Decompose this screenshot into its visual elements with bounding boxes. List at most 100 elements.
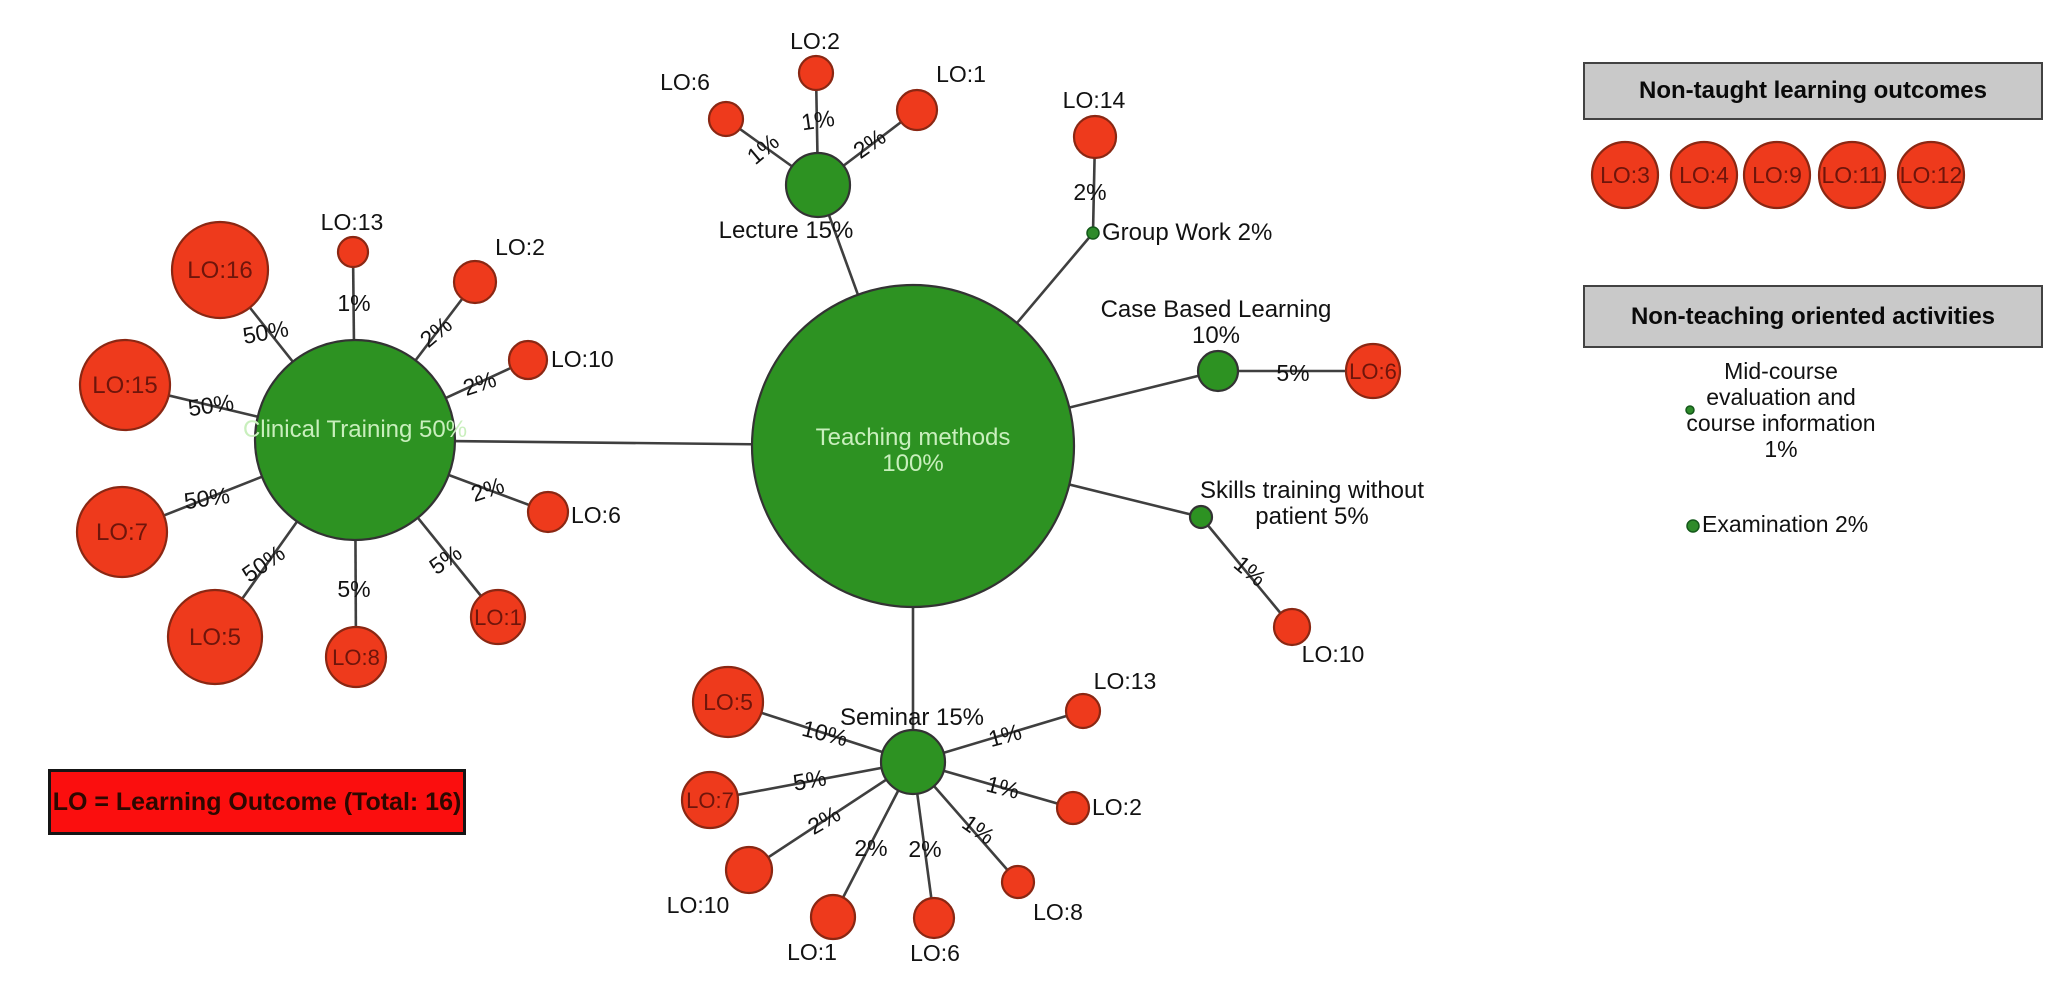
node-group-lo14 [1072,114,1118,160]
midcourse-line-3: course information [1686,410,1876,436]
label-nontaught-lo12: LO:12 [1900,162,1963,188]
node-seminar-lo1 [809,893,857,941]
node-case-lo6 [1344,342,1402,400]
non-taught-header: Non-taught learning outcomes [1583,62,2043,120]
node-seminar-lo6 [912,896,956,940]
edge-pct-case-based-learning--case-lo6: 5% [1276,360,1309,386]
label-clinical-lo15: LO:15 [92,372,157,399]
label-clinical-lo1: LO:1 [474,605,522,630]
node-group-work [1086,226,1100,240]
node-lecture-lo6 [707,100,745,138]
node-seminar-lo13 [1064,692,1102,730]
node-lecture-lo2 [797,54,835,92]
node-seminar-lo5 [691,665,765,739]
node-nontaught-lo11 [1817,140,1887,210]
label-group-lo14: LO:14 [1063,87,1126,113]
node-nontaught-lo12 [1896,140,1966,210]
label-seminar-lo1: LO:1 [787,939,837,965]
label-clinical-training: Clinical Training 50% [243,416,467,443]
label-seminar-lo7: LO:7 [686,788,734,813]
edge-pct-clinical-training--clinical-lo2: 2% [415,311,457,352]
node-clinical-lo2 [452,259,498,305]
edge-pct-seminar--seminar-lo1: 2% [854,835,887,861]
label-nontaught-lo4: LO:4 [1679,162,1729,188]
node-clinical-lo6 [526,490,570,534]
non-teaching-header: Non-teaching oriented activities [1583,285,2043,348]
edge-pct-clinical-training--clinical-lo1: 5% [424,539,466,579]
edge-pct-clinical-training--clinical-lo5: 50% [237,540,290,588]
node-clinical-lo5 [166,588,264,686]
edge-seminar--seminar-lo7 [709,760,914,802]
node-seminar [879,728,947,796]
edge-pct-seminar--seminar-lo13: 1% [986,718,1025,752]
label-nontaught-lo3: LO:3 [1600,162,1650,188]
edge-pct-clinical-training--clinical-lo15: 50% [186,389,235,421]
edge-pct-clinical-training--clinical-lo8: 5% [337,576,370,602]
node-clinical-lo8 [324,625,388,689]
node-skills-lo10 [1272,607,1312,647]
node-clinical-lo10 [507,339,549,381]
label-lecture: Lecture 15% [719,217,854,244]
label-lecture-lo1: LO:1 [936,61,986,87]
label-skills-lo10: LO:10 [1302,641,1365,667]
node-clinical-lo1 [469,588,527,646]
label-nontaught-lo9: LO:9 [1752,162,1802,188]
label-nontaught-lo11: LO:11 [1822,162,1883,188]
lo-legend-box: LO = Learning Outcome (Total: 16) [48,769,466,835]
label-teaching-methods: Teaching methods 100% [816,424,1011,477]
label-case-based-learning: Case Based Learning 10% [1101,296,1332,349]
node-seminar-lo8 [1000,864,1036,900]
node-clinical-lo7 [75,485,169,579]
label-lecture-lo2: LO:2 [790,28,840,54]
edge-pct-seminar--seminar-lo6: 2% [908,836,941,862]
label-seminar: Seminar 15% [840,704,984,731]
node-seminar-lo2 [1055,790,1091,826]
label-seminar-lo8: LO:8 [1033,899,1083,925]
label-group-work: Group Work 2% [1102,219,1272,246]
edge-pct-clinical-training--clinical-lo6: 2% [468,472,508,507]
label-clinical-lo10: LO:10 [551,346,614,372]
edge-pct-clinical-training--clinical-lo7: 50% [182,482,231,514]
edge-pct-seminar--seminar-lo7: 5% [791,764,828,795]
node-case-based-learning [1196,349,1240,393]
midcourse-line-2: evaluation and [1706,384,1856,410]
edge-pct-seminar--seminar-lo8: 1% [958,809,1000,849]
label-clinical-lo2: LO:2 [495,234,545,260]
label-seminar-lo5: LO:5 [703,689,753,715]
edge-pct-clinical-training--clinical-lo13: 1% [337,290,370,316]
edge-pct-seminar--seminar-lo10: 2% [803,801,845,840]
node-examination-dot [1686,519,1700,533]
node-lecture-lo1 [895,88,939,132]
midcourse-pct: 1% [1764,436,1798,462]
edge-pct-lecture--lecture-lo2: 1% [800,105,837,135]
label-clinical-lo13: LO:13 [321,209,384,235]
edge-skills-training--skills-lo10 [1199,516,1294,628]
label-clinical-lo16: LO:16 [187,257,252,284]
label-clinical-lo7: LO:7 [96,519,148,546]
label-lecture-lo6: LO:6 [660,69,710,95]
edge-pct-clinical-training--clinical-lo16: 50% [241,315,291,349]
edge-pct-skills-training--skills-lo10: 1% [1229,550,1271,591]
label-case-lo6: LO:6 [1349,359,1397,384]
label-seminar-lo13: LO:13 [1094,668,1157,694]
edge-pct-seminar--seminar-lo2: 1% [984,771,1023,804]
node-clinical-lo15 [78,338,172,432]
node-nontaught-lo3 [1590,140,1660,210]
label-skills-training: Skills training without patient 5% [1200,477,1424,530]
midcourse-item: Mid-course evaluation and course informa… [1651,358,1911,462]
label-seminar-lo2: LO:2 [1092,794,1142,820]
node-lecture [784,151,852,219]
node-midcourse-dot [1685,405,1695,415]
node-seminar-lo7 [680,770,740,830]
edge-pct-group-work--group-lo14: 2% [1073,179,1106,205]
node-clinical-lo16 [170,220,270,320]
label-clinical-lo8: LO:8 [332,645,380,670]
node-clinical-lo13 [336,235,370,269]
label-seminar-lo10: LO:10 [667,892,730,918]
node-nontaught-lo9 [1742,140,1812,210]
examination-item: Examination 2% [1702,511,1869,537]
node-clinical-training [253,338,457,542]
label-clinical-lo5: LO:5 [189,624,241,651]
